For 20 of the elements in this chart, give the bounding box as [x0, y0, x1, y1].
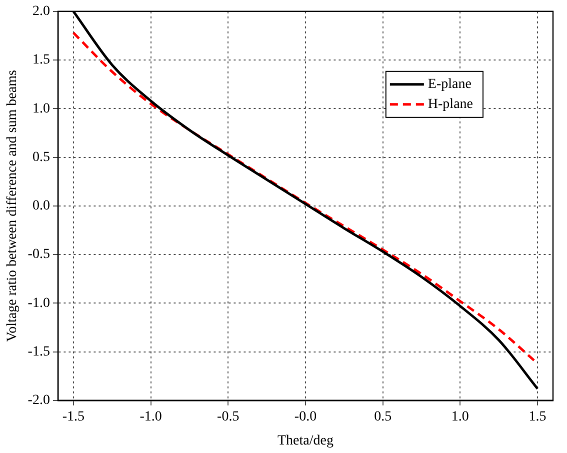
- legend-label: E-plane: [428, 77, 472, 92]
- y-tick-label: 0.0: [32, 198, 50, 214]
- x-tick-label: -1.0: [140, 409, 162, 424]
- y-tick-label: -1.0: [28, 296, 50, 311]
- x-tick-label: -0.0: [294, 409, 317, 424]
- y-tick-label: 2.0: [32, 4, 50, 20]
- y-tick-label: 1.0: [32, 101, 50, 116]
- legend-label: H-plane: [428, 97, 474, 112]
- x-tick-label: 1.5: [528, 409, 546, 424]
- x-axis-title: Theta/deg: [277, 433, 334, 448]
- x-tick-label: -0.5: [217, 409, 240, 424]
- x-tick-label: 1.0: [451, 409, 469, 424]
- y-tick-label: -1.5: [28, 344, 50, 360]
- x-tick-label: -1.5: [62, 409, 85, 424]
- y-axis-title: Voltage ratio between difference and sum beams: [5, 70, 20, 342]
- y-tick-label: -0.5: [28, 247, 50, 262]
- y-tick-label: 1.5: [32, 52, 50, 68]
- x-tick-label: 0.5: [374, 409, 392, 424]
- y-tick-label: -2.0: [28, 393, 50, 408]
- y-tick-label: 0.5: [32, 150, 50, 165]
